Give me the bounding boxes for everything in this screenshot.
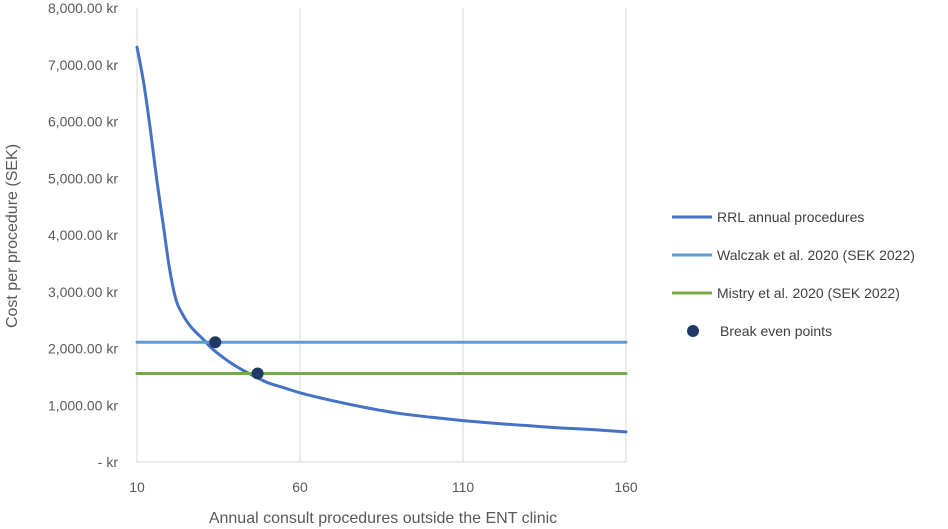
x-tick-label: 110 xyxy=(452,479,475,495)
tick-layer: 10 60 110 160 - kr 1,000.00 kr 2,000.00 kr 3,0… xyxy=(48,0,638,495)
y-tick-label: - kr xyxy=(98,454,119,470)
y-tick-label: 5,000.00 kr xyxy=(48,170,118,186)
y-tick-label: 6,000.00 kr xyxy=(48,114,118,130)
y-tick-label: 3,000.00 kr xyxy=(48,284,118,300)
x-tick-label: 160 xyxy=(614,479,638,495)
series-layer xyxy=(135,45,628,434)
y-tick-label: 8,000.00 kr xyxy=(48,0,118,16)
break-even-point xyxy=(209,336,222,349)
legend-label: Break even points xyxy=(720,323,832,339)
x-tick-label: 10 xyxy=(129,479,145,495)
legend-label: RRL annual procedures xyxy=(717,209,864,225)
y-tick-label: 4,000.00 kr xyxy=(48,227,118,243)
legend-label: Walczak et al. 2020 (SEK 2022) xyxy=(717,247,915,263)
legend-label: Mistry et al. 2020 (SEK 2022) xyxy=(717,285,900,301)
legend-marker xyxy=(687,325,699,337)
y-tick-label: 7,000.00 kr xyxy=(48,57,118,73)
y-tick-label: 1,000.00 kr xyxy=(48,397,118,413)
y-axis-title: Cost per procedure (SEK) xyxy=(4,144,21,328)
break-even-point xyxy=(251,367,264,380)
grid-layer xyxy=(136,8,627,462)
x-tick-label: 60 xyxy=(292,479,308,495)
legend: RRL annual procedures Walczak et al. 2020… xyxy=(672,209,915,339)
y-tick-label: 2,000.00 kr xyxy=(48,341,118,357)
series-line-0 xyxy=(135,45,628,434)
x-axis-title: Annual consult procedures outside the EN… xyxy=(209,510,557,527)
